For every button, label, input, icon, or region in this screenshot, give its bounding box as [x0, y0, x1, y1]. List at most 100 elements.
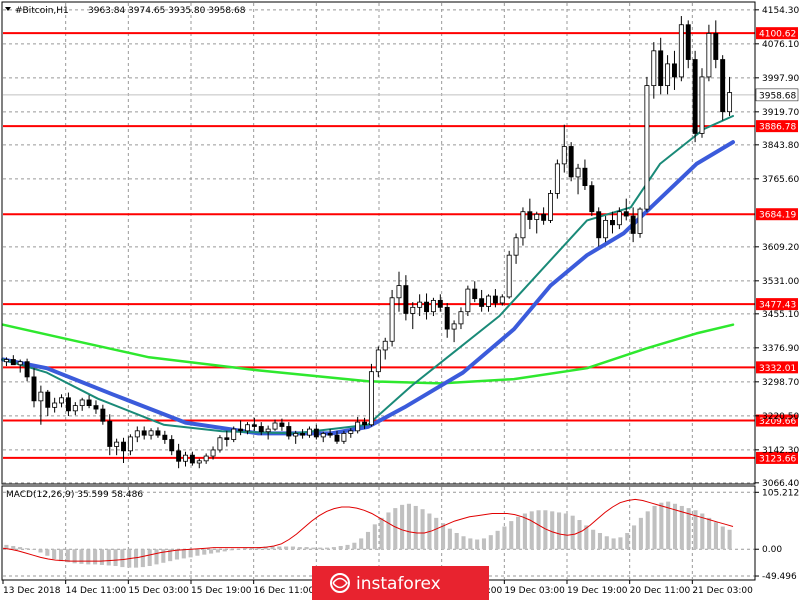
- candle-body: [238, 428, 244, 432]
- macd-panel: [2, 498, 734, 568]
- candlesticks: [3, 16, 733, 469]
- macd-histogram-bar: [93, 549, 98, 565]
- macd-histogram-bar: [113, 549, 118, 567]
- macd-histogram-bar: [31, 549, 36, 550]
- candle-body: [671, 63, 677, 78]
- macd-histogram-bar: [727, 529, 732, 550]
- macd-histogram-bar: [618, 537, 623, 550]
- macd-histogram-bar: [325, 547, 330, 550]
- candle-body: [121, 441, 126, 452]
- macd-histogram-bar: [686, 508, 691, 550]
- macd-histogram-bar: [570, 515, 575, 550]
- candle-body: [59, 397, 65, 404]
- macd-histogram-bar: [331, 547, 336, 550]
- time-tick-label: 15 Dec 19:00: [191, 586, 252, 596]
- macd-histogram-bar: [441, 523, 446, 550]
- candle-body: [189, 454, 195, 464]
- macd-histogram-bar: [495, 530, 500, 550]
- candle-body: [31, 376, 37, 402]
- candle-body: [430, 299, 436, 313]
- macd-histogram-bar: [604, 536, 609, 550]
- macd-histogram-bar: [168, 549, 173, 562]
- candle-body: [424, 301, 430, 313]
- candle-body: [183, 454, 188, 462]
- macd-histogram-bar: [672, 503, 678, 550]
- candle-body: [52, 402, 58, 408]
- price-level-label: 3209.66: [759, 417, 796, 427]
- candle-body: [245, 424, 250, 432]
- candle-body: [720, 59, 726, 113]
- price-level-label: 3123.66: [759, 454, 796, 464]
- candle-body: [162, 434, 168, 440]
- time-tick-label: 21 Dec 03:00: [692, 586, 753, 596]
- price-level-label-box: [756, 361, 798, 374]
- macd-histogram-bar: [625, 533, 630, 550]
- macd-histogram-bar: [174, 549, 180, 560]
- candle-body: [210, 449, 216, 457]
- candle-body: [396, 285, 402, 299]
- macd-histogram-bar: [106, 549, 111, 566]
- candle-body: [368, 371, 374, 426]
- candle-body: [658, 50, 664, 87]
- macd-histogram-bar: [720, 526, 725, 550]
- macd-histogram-bar: [400, 504, 405, 550]
- macd-histogram-bar: [543, 510, 548, 550]
- macd-histogram-bar: [550, 511, 555, 550]
- current-price-label: 3958.68: [759, 91, 796, 101]
- time-tick-label: 19 Dec 03:00: [504, 586, 565, 596]
- candle-body: [100, 408, 106, 422]
- candle-body: [603, 219, 609, 239]
- candle-body: [417, 301, 423, 308]
- macd-histogram-bar: [632, 525, 637, 550]
- macd-histogram-bar: [693, 510, 698, 550]
- candle-body: [444, 306, 450, 330]
- macd-histogram-bar: [209, 549, 214, 554]
- candle-body: [506, 254, 512, 298]
- candle-body: [265, 428, 271, 433]
- candle-body: [114, 441, 120, 447]
- macd-histogram-bar: [120, 549, 125, 568]
- macd-histogram-bar: [236, 549, 241, 550]
- candle-body: [148, 430, 154, 436]
- candle-body: [72, 405, 78, 412]
- price-tick-label: 4154.30: [762, 6, 799, 16]
- watermark-text: instaforex: [356, 574, 441, 594]
- price-level-label: 3886.78: [759, 123, 796, 133]
- candle-body: [713, 33, 719, 60]
- macd-histogram-bar: [556, 512, 562, 550]
- price-tick-label: 3220.50: [762, 412, 799, 422]
- macd-histogram-bar: [133, 549, 139, 568]
- candle-body: [155, 430, 161, 436]
- macd-histogram-bar: [522, 513, 527, 550]
- price-tick-label: 3455.10: [762, 310, 799, 320]
- macd-histogram-bar: [365, 531, 371, 550]
- macd-label: MACD(12,26,9) 35.599 58.486: [6, 490, 143, 500]
- macd-histogram-bar: [434, 517, 439, 550]
- macd-histogram-bar: [529, 511, 534, 550]
- symbol-dropdown-icon[interactable]: [5, 7, 11, 11]
- macd-histogram-bar: [516, 516, 521, 550]
- macd-histogram-bar: [304, 547, 309, 550]
- candle-body: [437, 299, 443, 308]
- candle-body: [320, 433, 326, 438]
- macd-histogram-bar: [700, 513, 705, 550]
- candle-body: [637, 208, 643, 234]
- candle-body: [306, 428, 312, 436]
- macd-histogram-bar: [713, 522, 718, 550]
- candle-body: [231, 428, 237, 440]
- macd-histogram-bar: [447, 528, 452, 550]
- candle-body: [341, 433, 347, 442]
- macd-histogram-bar: [502, 526, 507, 550]
- macd-histogram-bar: [24, 548, 29, 550]
- macd-histogram-bar: [4, 544, 9, 550]
- candle-body: [258, 426, 264, 433]
- macd-histogram-bar: [318, 547, 323, 550]
- macd-histogram-bar: [372, 524, 377, 550]
- macd-histogram-bar: [58, 549, 64, 562]
- price-tick-label: 3298.70: [762, 378, 799, 388]
- macd-histogram-bar: [154, 549, 159, 565]
- candle-body: [458, 311, 464, 325]
- watermark-logo-stroke: [332, 577, 348, 589]
- macd-histogram-bar: [65, 549, 70, 563]
